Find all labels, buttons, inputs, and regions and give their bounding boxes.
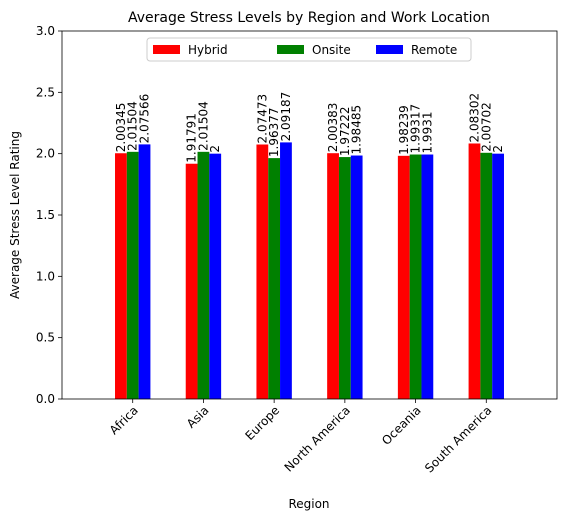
data-label-remote-4: 1.9931 bbox=[420, 112, 434, 154]
data-label-remote-3: 1.98485 bbox=[350, 105, 364, 155]
data-label-remote-2: 2.09187 bbox=[279, 92, 293, 142]
data-label-hybrid-0: 2.00345 bbox=[114, 103, 128, 153]
bar-hybrid-4 bbox=[397, 155, 410, 399]
x-axis-label: Region bbox=[288, 497, 329, 511]
legend-swatch-onsite bbox=[277, 45, 304, 54]
data-label-hybrid-3: 2.00383 bbox=[326, 103, 340, 153]
data-label-onsite-3: 1.97222 bbox=[338, 106, 352, 156]
bar-onsite-1 bbox=[197, 151, 210, 399]
bar-remote-4 bbox=[421, 154, 434, 399]
data-label-remote-5: 2 bbox=[491, 145, 505, 153]
bar-remote-5 bbox=[492, 153, 504, 399]
legend-box bbox=[146, 37, 472, 62]
bar-remote-2 bbox=[280, 142, 292, 399]
data-label-onsite-1: 2.01504 bbox=[196, 101, 210, 151]
y-tick-label: 1.5 bbox=[36, 208, 55, 222]
bar-remote-3 bbox=[350, 155, 363, 399]
bar-remote-0 bbox=[138, 144, 151, 399]
bar-hybrid-3 bbox=[327, 153, 339, 399]
y-tick-label: 0.5 bbox=[36, 331, 55, 345]
data-label-remote-0: 2.07566 bbox=[138, 94, 152, 144]
legend-label-remote: Remote bbox=[411, 43, 457, 57]
y-tick-label: 3.0 bbox=[36, 24, 55, 38]
bar-remote-1 bbox=[209, 153, 222, 399]
y-tick-label: 2.5 bbox=[36, 85, 55, 99]
bar-hybrid-5 bbox=[468, 143, 481, 399]
bar-onsite-2 bbox=[268, 158, 281, 399]
bar-hybrid-0 bbox=[115, 153, 127, 399]
data-label-hybrid-5: 2.08302 bbox=[467, 93, 481, 143]
x-tick-label-1: Asia bbox=[184, 403, 212, 431]
x-tick-label-0: Africa bbox=[107, 403, 141, 437]
y-axis-label: Average Stress Level Rating bbox=[8, 131, 22, 299]
x-tick-label-2: Europe bbox=[243, 403, 283, 443]
legend-swatch-hybrid bbox=[153, 45, 180, 54]
bar-hybrid-2 bbox=[256, 144, 269, 399]
plot-area: 2.00345 1.91791 2.07473 2.00383 1.98239 2.083… bbox=[36, 24, 558, 475]
chart-title: Average Stress Levels by Region and Work… bbox=[128, 10, 490, 26]
x-tick-label-3: North America bbox=[282, 403, 353, 474]
legend: Hybrid Onsite Remote bbox=[146, 37, 472, 62]
bar-onsite-4 bbox=[409, 154, 422, 399]
bar-onsite-0 bbox=[126, 151, 139, 399]
y-tick-label: 2.0 bbox=[36, 147, 55, 161]
data-label-hybrid-1: 1.91791 bbox=[185, 113, 199, 163]
bar-onsite-5 bbox=[480, 152, 493, 399]
legend-label-hybrid: Hybrid bbox=[188, 43, 228, 57]
legend-label-onsite: Onsite bbox=[312, 43, 351, 57]
data-label-remote-1: 2 bbox=[208, 145, 222, 153]
legend-swatch-remote bbox=[376, 45, 403, 54]
bar-hybrid-1 bbox=[185, 163, 198, 399]
data-label-hybrid-4: 1.98239 bbox=[397, 105, 411, 155]
y-tick-label: 0.0 bbox=[36, 392, 55, 406]
data-label-onsite-4: 1.99317 bbox=[409, 104, 423, 154]
bar-onsite-3 bbox=[338, 157, 351, 399]
x-tick-label-4: Oceania bbox=[379, 403, 424, 448]
x-tick-label-5: South America bbox=[422, 403, 494, 475]
y-tick-label: 1.0 bbox=[36, 269, 55, 283]
data-label-onsite-5: 2.00702 bbox=[479, 102, 493, 152]
data-label-hybrid-2: 2.07473 bbox=[255, 94, 269, 144]
data-label-onsite-2: 1.96377 bbox=[267, 107, 281, 157]
data-label-onsite-0: 2.01504 bbox=[126, 101, 140, 151]
